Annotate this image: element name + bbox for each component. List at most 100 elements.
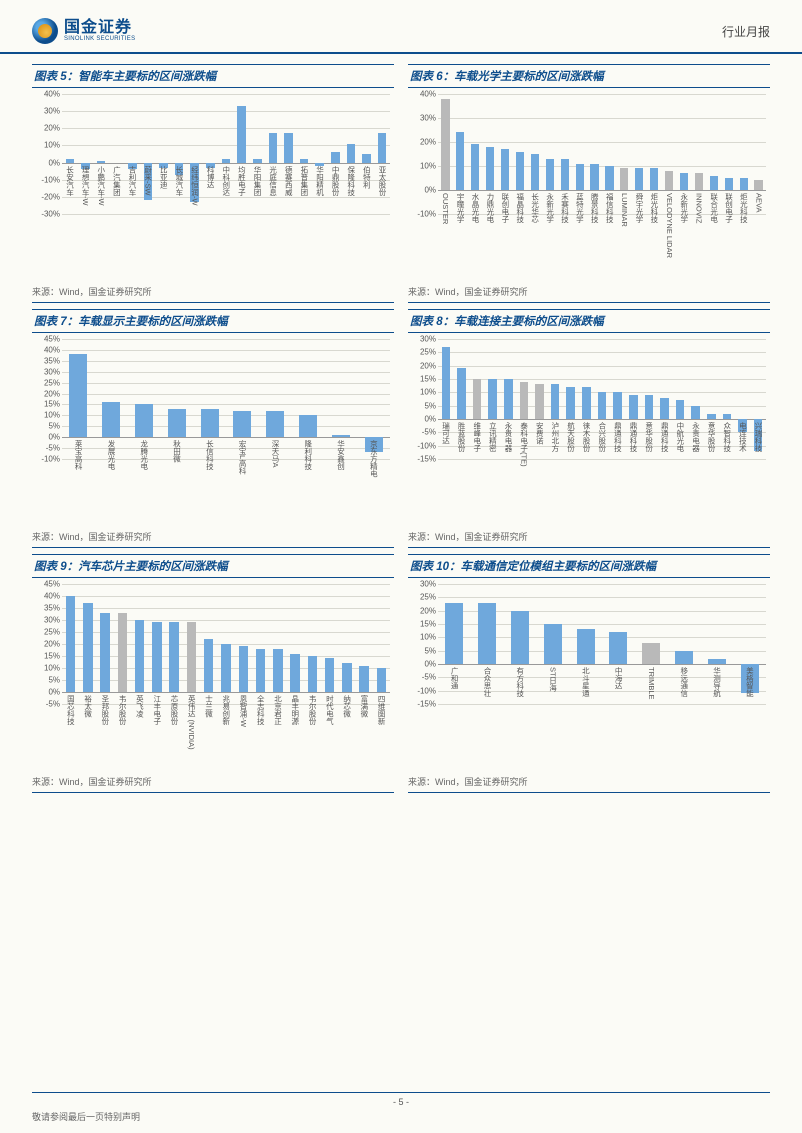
x-label: 蔚来-SW <box>144 166 152 196</box>
y-tick: 5% <box>48 676 60 685</box>
x-label: 电连技术 <box>739 422 747 452</box>
y-tick: 30% <box>44 367 60 376</box>
y-tick: 10% <box>44 664 60 673</box>
bar <box>253 159 262 162</box>
bar <box>457 368 466 419</box>
x-label: 长城汽车 <box>175 166 183 196</box>
y-tick: -5% <box>422 673 436 682</box>
x-label: 禾赛科技 <box>561 193 569 223</box>
y-tick: 10% <box>44 411 60 420</box>
x-label: 力鼎光电 <box>486 193 494 223</box>
bar <box>642 643 660 664</box>
y-tick: 25% <box>44 628 60 637</box>
x-label: 华阳精机 <box>316 166 324 196</box>
y-tick: 15% <box>44 400 60 409</box>
x-label: VELODYNE LIDAR <box>665 193 673 258</box>
bar <box>645 395 654 419</box>
bar <box>576 164 584 190</box>
chart-panel-8: 图表 8：车载连接主要标的区间涨跌幅-15%-10%-5%0%5%10%15%2… <box>408 309 770 548</box>
x-label: 中航光电 <box>676 422 684 452</box>
x-label: 拓普集团 <box>300 166 308 196</box>
bar <box>233 411 251 437</box>
y-tick: 30% <box>44 616 60 625</box>
logo: 国金证券 SINOLINK SECURITIES <box>32 18 135 44</box>
bar <box>66 159 75 162</box>
chart-title: 图表 10：车载通信定位模组主要标的区间涨跌幅 <box>408 554 770 578</box>
chart-plot: -10%-5%0%5%10%15%20%25%30%35%40%45%莱宝高科发… <box>32 333 394 528</box>
x-label: 兆易创新 <box>222 695 230 725</box>
bar <box>256 649 265 692</box>
y-tick: -5% <box>46 700 60 709</box>
x-label: OUSTER <box>442 193 450 224</box>
x-label: 航天股份 <box>567 422 575 452</box>
x-label: 莱宝高科 <box>75 440 83 470</box>
x-label: 科博达 <box>207 166 215 189</box>
x-label: 华安鑫创 <box>337 440 345 470</box>
bar <box>445 603 463 664</box>
x-label: 宇瞳光学 <box>457 193 465 223</box>
bar <box>504 379 513 419</box>
x-label: 全志科技 <box>257 695 265 725</box>
bar <box>598 392 607 419</box>
x-label: 四维图新 <box>378 695 386 725</box>
bar <box>300 159 309 162</box>
bar <box>187 622 196 692</box>
bar <box>100 613 109 692</box>
chart-plot: -5%0%5%10%15%20%25%30%35%40%45%国芯科技裕太微圣邦… <box>32 578 394 773</box>
bar <box>740 178 748 190</box>
y-tick: 20% <box>420 361 436 370</box>
chart-plot: -10%0%10%20%30%40%OUSTER宇瞳光学水晶光电力鼎光电联创电子… <box>408 88 770 283</box>
x-label: 联创电子 <box>725 193 733 223</box>
x-label: 长安汽车 <box>66 166 74 196</box>
x-label: 广和通 <box>451 667 459 690</box>
bar <box>635 168 643 190</box>
y-tick: -10% <box>41 455 60 464</box>
logo-cn-text: 国金证券 <box>64 20 135 36</box>
x-label: 德赛西威 <box>285 166 293 196</box>
bar <box>650 168 658 190</box>
bar <box>535 384 544 419</box>
x-label: 士兰微 <box>205 695 213 718</box>
x-label: 发展光电 <box>107 440 115 470</box>
x-label: 腾景科技 <box>591 193 599 223</box>
bar <box>456 132 464 190</box>
x-label: 秋田微 <box>173 440 181 463</box>
x-label: 蓝特光学 <box>576 193 584 223</box>
y-tick: 20% <box>420 138 436 147</box>
x-label: 徕木股份 <box>583 422 591 452</box>
bar <box>331 152 340 162</box>
x-label: 移远通信 <box>680 667 688 697</box>
bar <box>723 414 732 419</box>
x-label: ST日海 <box>549 667 557 692</box>
y-tick: 30% <box>44 107 60 116</box>
x-label: 鼎通科技 <box>629 422 637 452</box>
x-label: 炬光科技 <box>650 193 658 223</box>
y-tick: -10% <box>417 686 436 695</box>
bar <box>118 613 127 692</box>
bar <box>561 159 569 190</box>
bar <box>609 632 627 664</box>
x-label: 炬光科技 <box>740 193 748 223</box>
page-number: - 5 - <box>393 1097 409 1107</box>
x-label: 英飞凌 <box>136 695 144 718</box>
y-tick: 40% <box>44 345 60 354</box>
x-label: 维峰电子 <box>473 422 481 452</box>
x-label: 中海达 <box>615 667 623 690</box>
x-label: TRIMBLE <box>647 667 655 700</box>
y-tick: 40% <box>44 592 60 601</box>
bar <box>273 649 282 692</box>
x-label: 晶丰明源 <box>291 695 299 725</box>
bar <box>66 596 75 692</box>
x-label: 兴瑞科技 <box>754 422 762 452</box>
chart-source: 来源：Wind，国金证券研究所 <box>32 773 394 793</box>
bar <box>442 347 451 419</box>
chart-source: 来源：Wind，国金证券研究所 <box>408 283 770 303</box>
bar <box>237 106 246 163</box>
x-label: 富满微 <box>360 695 368 718</box>
chart-title: 图表 6：车载光学主要标的区间涨跌幅 <box>408 64 770 88</box>
bar <box>544 624 562 664</box>
x-label: 鼎通科技 <box>614 422 622 452</box>
y-tick: 25% <box>420 593 436 602</box>
disclaimer-text: 敬请参阅最后一页特别声明 <box>32 1110 140 1123</box>
y-tick: -10% <box>417 210 436 219</box>
